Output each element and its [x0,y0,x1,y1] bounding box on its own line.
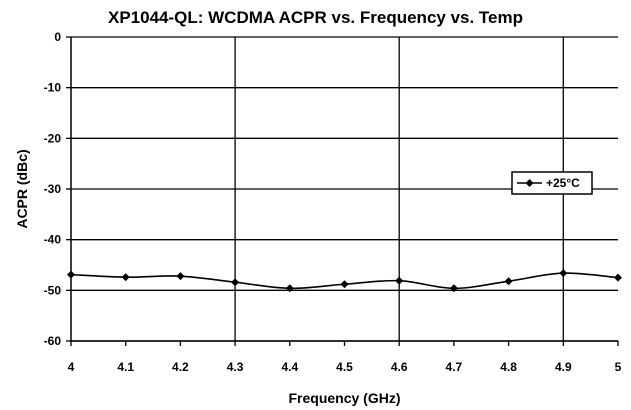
x-tick-label: 4.2 [172,360,189,374]
y-axis-ticks: 0 -10 -20 -30 -40 -50 -60 [44,30,71,348]
chart-title: XP1044-QL: WCDMA ACPR vs. Frequency vs. … [107,8,524,27]
data-point [67,270,75,279]
x-tick-label: 4.1 [117,360,134,374]
x-tick-label: 4.4 [281,360,298,374]
data-point [176,272,185,281]
data-point [449,284,458,293]
y-tick-label: -50 [44,283,62,297]
data-point [614,273,622,282]
x-tick-label: 5 [615,360,622,374]
y-tick-label: -60 [44,334,62,348]
y-tick-label: -20 [44,131,62,145]
legend-box [511,171,593,195]
x-tick-label: 4.6 [391,360,408,374]
data-point [340,280,349,289]
x-tick-label: 4.8 [500,360,517,374]
legend-marker [525,179,534,187]
data-point [504,277,513,286]
series-layer [67,269,622,293]
data-point [285,284,294,293]
y-axis-label: ACPR (dBc) [14,149,30,228]
y-tick-label: -30 [44,182,62,196]
y-tick-label: -40 [44,233,62,247]
y-tick-label: 0 [54,30,61,44]
legend: +25°C [511,171,593,195]
x-axis-label: Frequency (GHz) [288,390,400,406]
data-point [395,276,404,285]
legend-label: +25°C [546,176,580,190]
data-point [559,269,568,278]
y-tick-label: -10 [44,81,62,95]
x-tick-label: 4 [68,360,75,374]
x-tick-label: 4.7 [446,360,463,374]
x-tick-label: 4.3 [227,360,244,374]
x-tick-label: 4.9 [555,360,572,374]
data-point [121,273,130,282]
x-tick-label: 4.5 [336,360,353,374]
data-point [231,278,240,287]
x-axis-ticks: 4 4.1 4.2 4.3 4.4 4.5 4.6 4.7 4.8 4.9 5 [68,341,622,374]
